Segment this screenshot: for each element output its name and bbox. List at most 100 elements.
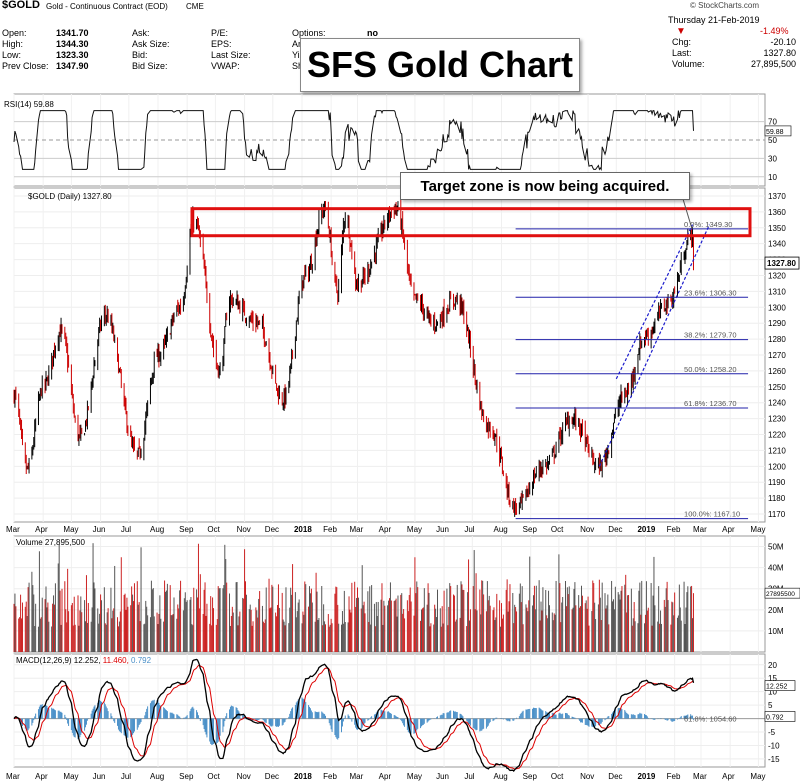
macd-x-tick-label: Nov bbox=[580, 772, 594, 781]
macd-x-tick-label: Jul bbox=[121, 772, 131, 781]
macd-x-tick-label: Sep bbox=[179, 772, 194, 781]
fib-level-label: 100.0%: 1167.10 bbox=[684, 510, 740, 519]
panel-frame-macd bbox=[13, 653, 766, 768]
macd-hist-last-marker bbox=[764, 711, 796, 722]
quote-l1-3: Prev Close: bbox=[2, 61, 49, 71]
price-x-tick-label: Sep bbox=[523, 525, 538, 534]
callout-pointer bbox=[682, 198, 693, 230]
macd-title-part: 0.792 bbox=[131, 656, 152, 665]
macd-x-tick-label: Apr bbox=[379, 772, 392, 781]
quote-l3-1: EPS: bbox=[211, 39, 232, 49]
quote-l4-1: Ar bbox=[292, 39, 301, 49]
fib-level-label: 61.8%: 1236.70 bbox=[684, 399, 737, 408]
down-arrow-icon: ▼ bbox=[676, 26, 686, 37]
price-x-tick-label: Oct bbox=[207, 525, 220, 534]
macd-tick-label: -15 bbox=[768, 755, 780, 764]
price-tick-label: 1280 bbox=[768, 335, 786, 344]
macd-tick-label: -5 bbox=[768, 728, 776, 737]
quote-l1-2: Low: bbox=[2, 50, 22, 60]
price-x-tick-label: Feb bbox=[323, 525, 337, 534]
macd-title-part: 12.252, bbox=[74, 656, 103, 665]
price-tick-label: 1310 bbox=[768, 287, 786, 296]
price-x-tick-label: Jul bbox=[121, 525, 131, 534]
fib-level-label: 50.0%: 1258.20 bbox=[684, 365, 737, 374]
price-x-tick-label: Jun bbox=[93, 525, 106, 534]
last-price-label: 1327.80 bbox=[767, 259, 796, 268]
rsi-panel-title: RSI(14) 59.88 bbox=[4, 100, 54, 109]
macd-signal-line bbox=[13, 664, 694, 770]
macd-last-marker bbox=[764, 680, 796, 691]
macd-fib-label: 61.8%: 1054.60 bbox=[684, 715, 737, 724]
macd-panel-title: MACD(12,26,9) 12.252, 11.460, 0.792 bbox=[16, 656, 152, 665]
price-x-tick-label: Jun bbox=[436, 525, 449, 534]
quote-right-value-2: 27,895,500 bbox=[750, 59, 796, 69]
quote-right-label-1: Last: bbox=[672, 48, 692, 58]
macd-x-tick-label: 2019 bbox=[637, 772, 655, 781]
macd-tick-label: 10 bbox=[768, 688, 777, 697]
price-tick-label: 1190 bbox=[768, 478, 786, 487]
price-x-tick-label: May bbox=[407, 525, 422, 534]
macd-x-tick-label: Feb bbox=[323, 772, 337, 781]
volume-tick-label: 50M bbox=[768, 543, 784, 552]
chart-title-overlay: SFS Gold Chart bbox=[300, 38, 580, 92]
quote-l2-0: Ask: bbox=[132, 28, 150, 38]
macd-x-tick-label: Aug bbox=[150, 772, 164, 781]
macd-x-tick-label: Nov bbox=[237, 772, 251, 781]
quote-l3-2: Last Size: bbox=[211, 50, 251, 60]
rsi-tick-label: 50 bbox=[768, 136, 777, 145]
price-tick-label: 1210 bbox=[768, 446, 786, 455]
quote-l3-3: VWAP: bbox=[211, 61, 240, 71]
quote-v1-3: 1347.90 bbox=[56, 61, 89, 71]
trend-channel-line bbox=[598, 224, 711, 467]
quote-right-label-2: Volume: bbox=[672, 59, 705, 69]
macd-x-tick-label: Aug bbox=[493, 772, 507, 781]
rsi-last-label: 59.88 bbox=[766, 129, 784, 136]
macd-tick-label: 5 bbox=[768, 701, 773, 710]
price-tick-label: 1290 bbox=[768, 319, 786, 328]
price-tick-label: 1370 bbox=[768, 192, 786, 201]
quote-l2-2: Bid: bbox=[132, 50, 148, 60]
price-tick-label: 1230 bbox=[768, 415, 786, 424]
rsi-last-marker bbox=[764, 125, 792, 137]
price-tick-label: 1320 bbox=[768, 271, 786, 280]
price-x-tick-label: Oct bbox=[551, 525, 564, 534]
stockcharts-watermark: © StockCharts.com bbox=[690, 1, 760, 10]
macd-x-tick-label: May bbox=[750, 772, 765, 781]
price-x-tick-label: May bbox=[63, 525, 78, 534]
macd-x-tick-label: Mar bbox=[693, 772, 707, 781]
symbol-label: $GOLD bbox=[2, 0, 40, 11]
price-tick-label: 1170 bbox=[768, 510, 786, 519]
quote-l1-0: Open: bbox=[2, 28, 27, 38]
change-percent: -1.49% bbox=[760, 26, 789, 36]
price-tick-label: 1220 bbox=[768, 431, 786, 440]
macd-x-tick-label: Jul bbox=[464, 772, 474, 781]
macd-hist-last-label: 0.792 bbox=[766, 714, 784, 721]
volume-tick-label: 40M bbox=[768, 564, 784, 573]
macd-x-tick-label: Sep bbox=[523, 772, 538, 781]
macd-x-tick-label: Dec bbox=[608, 772, 622, 781]
target-zone-callout: Target zone is now being acquired. bbox=[400, 172, 690, 200]
macd-tick-label: -10 bbox=[768, 741, 780, 750]
macd-x-tick-label: Jun bbox=[93, 772, 106, 781]
macd-tick-label: 15 bbox=[768, 674, 777, 683]
price-tick-label: 1360 bbox=[768, 208, 786, 217]
fib-level-label: 38.2%: 1279.70 bbox=[684, 331, 737, 340]
price-x-tick-label: Nov bbox=[580, 525, 594, 534]
macd-line bbox=[13, 658, 695, 772]
price-panel-title: $GOLD (Daily) 1327.80 bbox=[28, 192, 112, 201]
macd-last-label: 12.252 bbox=[766, 684, 788, 691]
price-x-tick-label: Nov bbox=[237, 525, 251, 534]
volume-last-label: 27895500 bbox=[766, 591, 795, 598]
macd-x-tick-label: Apr bbox=[35, 772, 48, 781]
price-x-tick-label: Aug bbox=[493, 525, 507, 534]
price-x-tick-label: Aug bbox=[150, 525, 164, 534]
quote-right-value-1: 1327.80 bbox=[763, 48, 796, 58]
macd-x-tick-label: Mar bbox=[6, 772, 20, 781]
volume-last-marker bbox=[764, 587, 800, 599]
macd-x-tick-label: Apr bbox=[722, 772, 735, 781]
rsi-tick-label: 70 bbox=[768, 118, 777, 127]
macd-x-tick-label: Oct bbox=[207, 772, 220, 781]
price-tick-label: 1300 bbox=[768, 303, 786, 312]
volume-panel-title: Volume 27,895,500 bbox=[16, 538, 85, 547]
quote-v1-1: 1344.30 bbox=[56, 39, 89, 49]
